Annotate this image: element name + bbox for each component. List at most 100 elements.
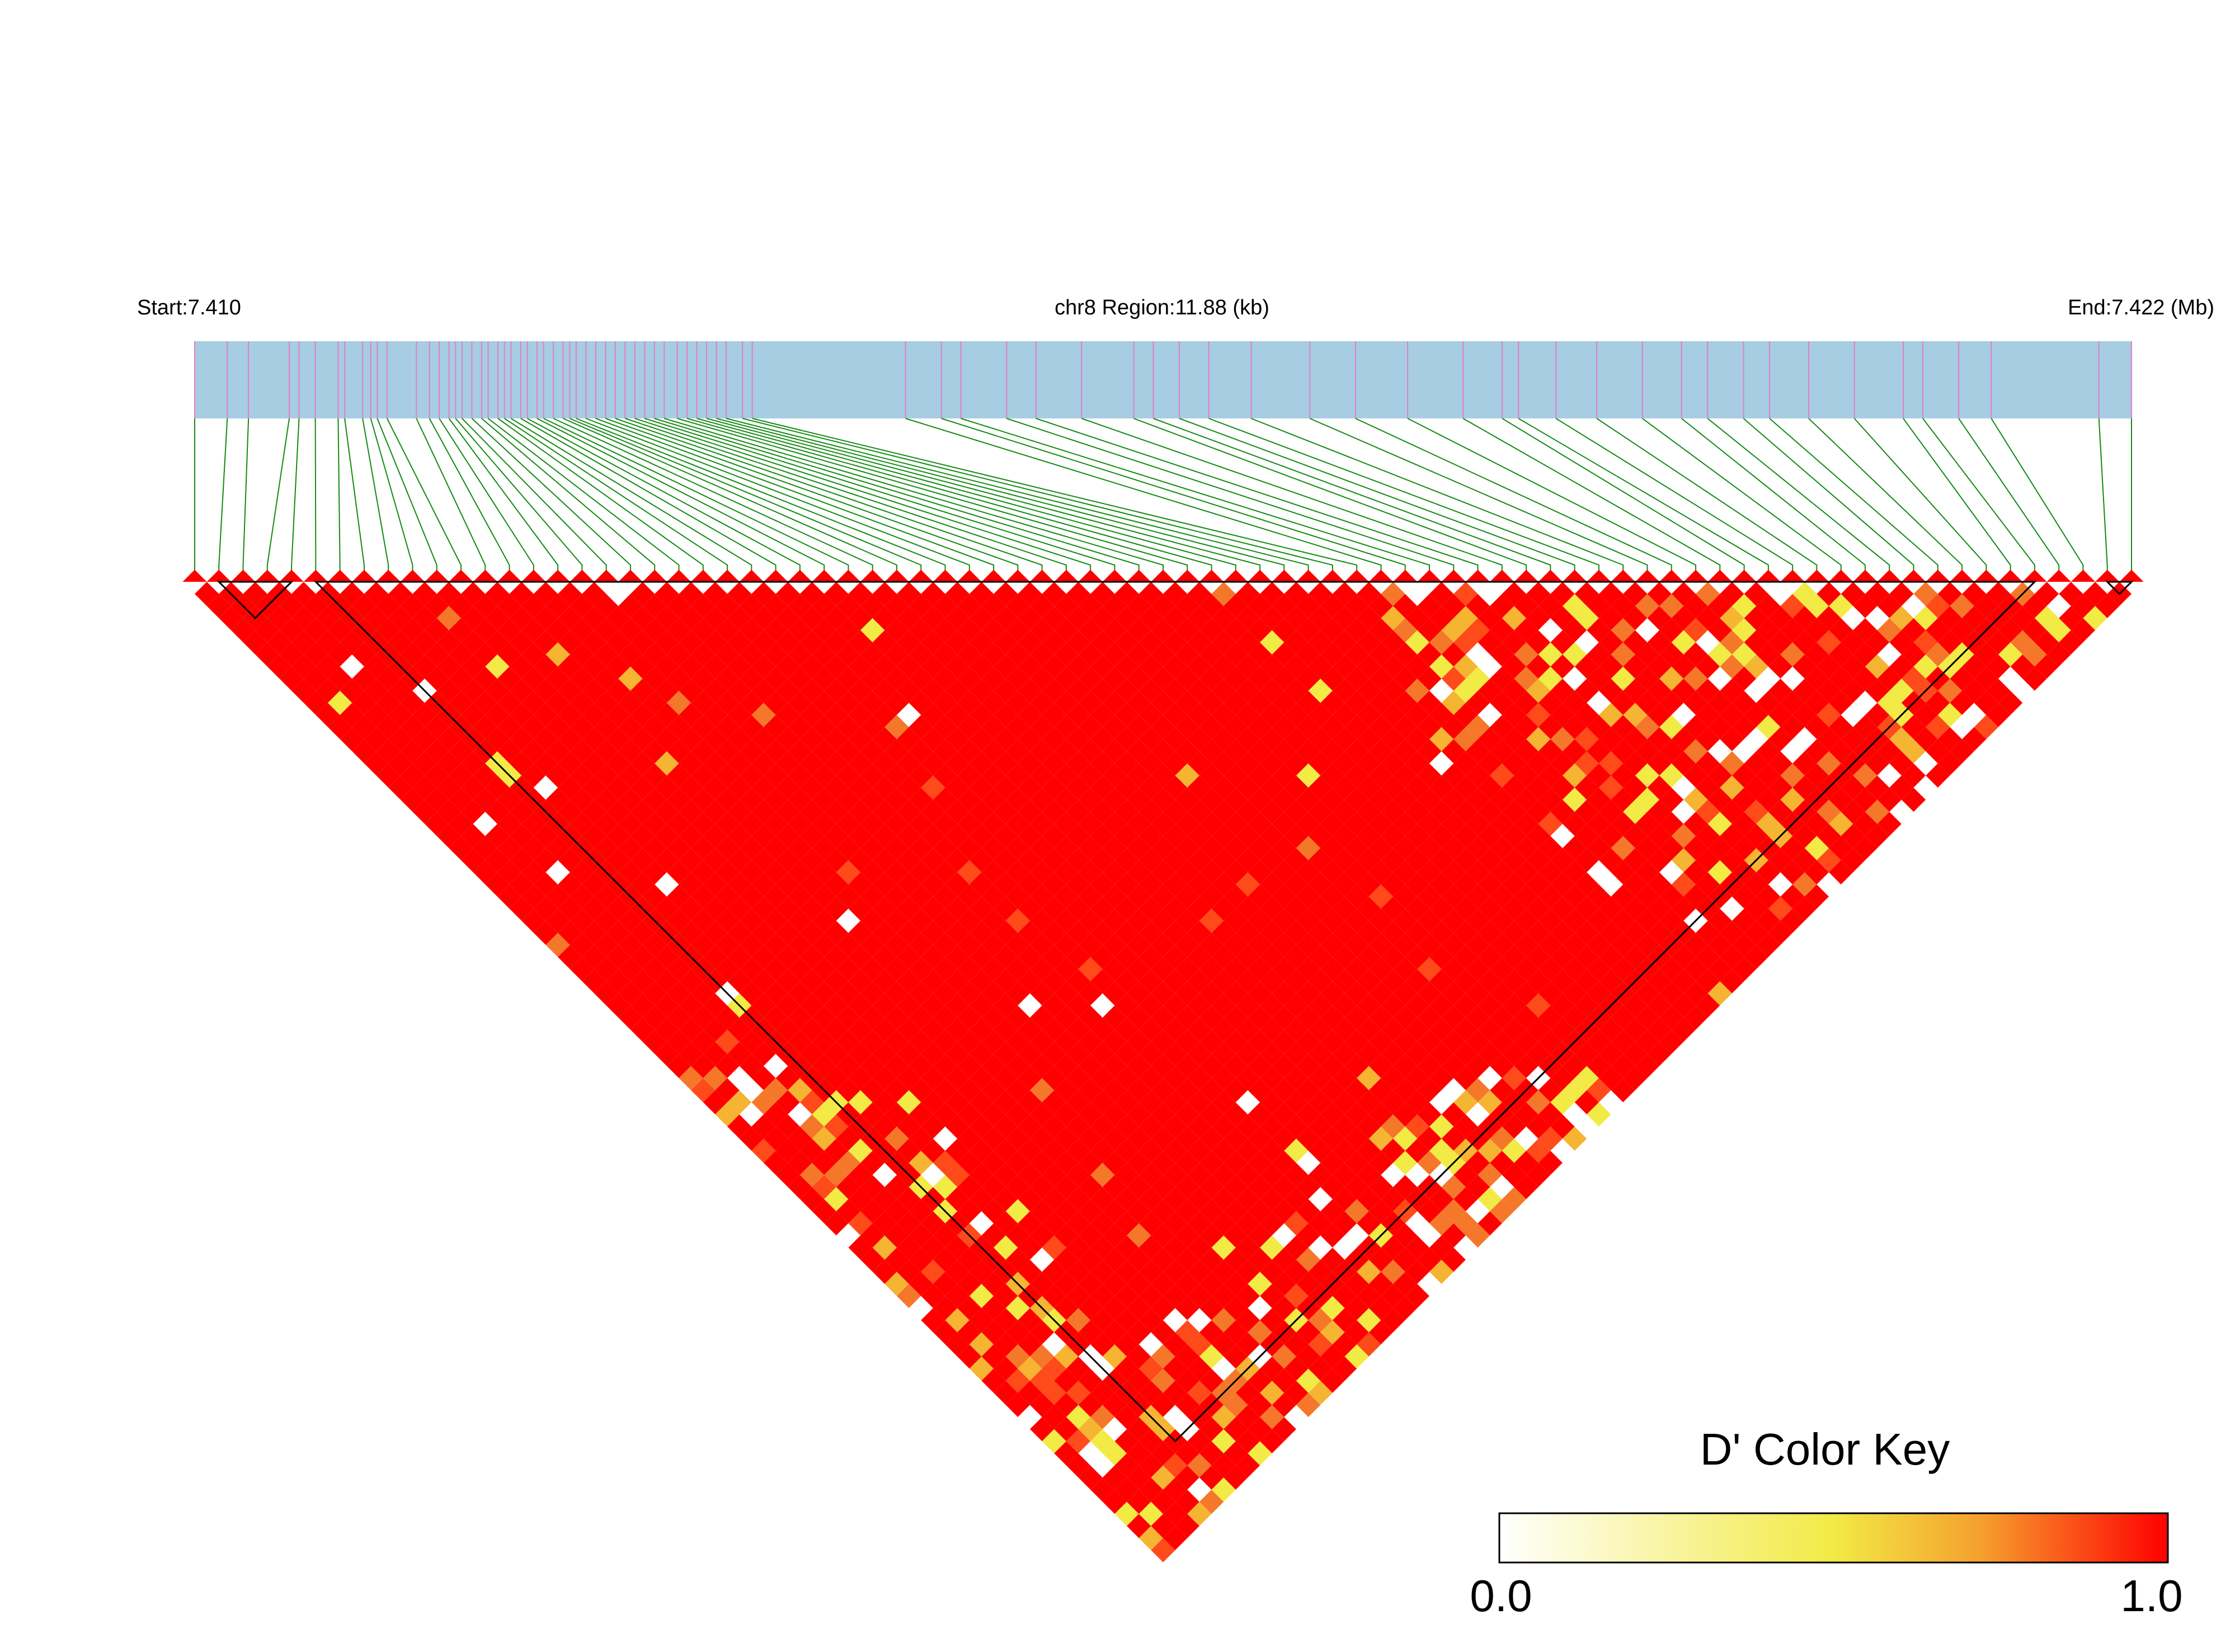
- ld-cell: [1272, 1029, 1297, 1054]
- ld-cell: [860, 909, 885, 933]
- ld-cell: [1453, 969, 1478, 994]
- ld-cell: [1138, 727, 1163, 751]
- ld-edge-marker: [279, 570, 304, 582]
- ld-cell: [1563, 981, 1587, 1006]
- ld-cell: [1199, 715, 1224, 740]
- ld-cell: [1744, 630, 1768, 655]
- ld-cell: [739, 690, 764, 716]
- ld-cell: [1042, 1187, 1066, 1212]
- ld-cell: [1344, 690, 1369, 716]
- ld-cell: [1768, 630, 1793, 655]
- ld-cell: [1526, 1138, 1551, 1163]
- ld-cell: [1199, 642, 1224, 667]
- ld-cell: [739, 666, 764, 691]
- ld-cell: [316, 679, 340, 703]
- ld-cell: [1635, 812, 1660, 836]
- ld-edge-marker: [884, 570, 909, 582]
- ld-cell: [763, 763, 788, 788]
- ld-cell: [1623, 872, 1648, 897]
- ld-cell: [1151, 1053, 1175, 1079]
- snp-connector-line: [386, 418, 462, 580]
- ld-cell: [1163, 1066, 1188, 1090]
- ld-edge-marker: [1029, 570, 1055, 582]
- ld-cell: [1248, 1223, 1272, 1248]
- ld-cell: [1405, 1259, 1430, 1284]
- ld-cell: [1611, 763, 1635, 788]
- ld-cell: [2034, 654, 2059, 679]
- ld-cell: [461, 823, 486, 849]
- ld-cell: [1393, 787, 1418, 812]
- ld-cell: [291, 606, 316, 630]
- ld-cell: [1490, 763, 1514, 788]
- ld-cell: [1005, 884, 1030, 909]
- ld-cell: [1429, 679, 1454, 703]
- ld-cell: [1792, 679, 1817, 703]
- ld-cell: [1138, 1042, 1163, 1066]
- ld-cell: [1671, 993, 1696, 1018]
- ld-cell: [1574, 775, 1599, 800]
- snp-connector-line: [2098, 418, 2108, 580]
- ld-cell: [1114, 1429, 1139, 1453]
- ld-cell: [352, 666, 377, 691]
- ld-cell: [1453, 606, 1478, 630]
- ld-cell: [1005, 1368, 1030, 1393]
- ld-cell: [1187, 630, 1212, 655]
- ld-cell: [921, 823, 945, 849]
- ld-cell: [994, 1187, 1018, 1212]
- ld-cell: [376, 739, 401, 764]
- ld-cell: [1187, 993, 1212, 1018]
- ld-cell: [1102, 1320, 1127, 1345]
- ld-cell: [1563, 739, 1587, 764]
- ld-cell: [1138, 1453, 1163, 1478]
- ld-cell: [1272, 957, 1297, 982]
- ld-cell: [775, 1162, 800, 1187]
- ld-cell: [1393, 618, 1418, 643]
- ld-cell: [1199, 1150, 1224, 1175]
- ld-cell: [1042, 1332, 1066, 1357]
- ld-cell: [1368, 715, 1394, 740]
- ld-cell: [1260, 799, 1284, 824]
- ld-cell: [1865, 703, 1890, 727]
- ld-cell: [1102, 1392, 1127, 1417]
- ld-cell: [848, 1162, 873, 1187]
- ld-cell: [316, 606, 340, 630]
- ld-cell: [1224, 1441, 1248, 1466]
- ld-cell: [799, 606, 825, 630]
- ld-cell: [1502, 945, 1527, 969]
- ld-cell: [1224, 739, 1248, 764]
- ld-cell: [521, 909, 546, 933]
- ld-cell: [1102, 981, 1127, 1006]
- ld-cell: [1042, 1042, 1066, 1066]
- ld-cell: [642, 836, 667, 860]
- ld-cell: [763, 1078, 788, 1103]
- ld-cell: [1817, 799, 1841, 824]
- ld-cell: [1320, 1078, 1345, 1103]
- ld-cell: [945, 896, 970, 921]
- ld-cell: [884, 690, 909, 716]
- ld-cell: [1138, 872, 1163, 897]
- ld-cell: [824, 679, 849, 703]
- ld-cell: [1224, 860, 1248, 884]
- ld-cell: [1042, 630, 1066, 655]
- ld-cell: [1611, 618, 1635, 643]
- ld-cell: [533, 848, 558, 873]
- ld-cell: [1526, 606, 1551, 630]
- ld-cell: [2046, 642, 2071, 667]
- ld-block-outline: [2105, 581, 2134, 595]
- ld-cell: [1042, 654, 1066, 679]
- ld-cell: [945, 1066, 970, 1090]
- ld-cell: [1429, 1066, 1454, 1090]
- ld-cell: [1308, 823, 1333, 849]
- ld-cell: [1344, 1078, 1369, 1103]
- ld-cell: [1102, 787, 1127, 812]
- ld-cell: [1696, 582, 1720, 606]
- ld-cell: [763, 812, 788, 836]
- ld-cell: [824, 751, 849, 776]
- ld-cell: [1163, 993, 1188, 1018]
- ld-cell: [1514, 981, 1538, 1006]
- ld-cell: [521, 836, 546, 860]
- ld-cell: [1344, 933, 1369, 957]
- ld-cell: [1127, 1029, 1151, 1054]
- snp-connector-line: [644, 418, 1116, 580]
- ld-cell: [1138, 1066, 1163, 1090]
